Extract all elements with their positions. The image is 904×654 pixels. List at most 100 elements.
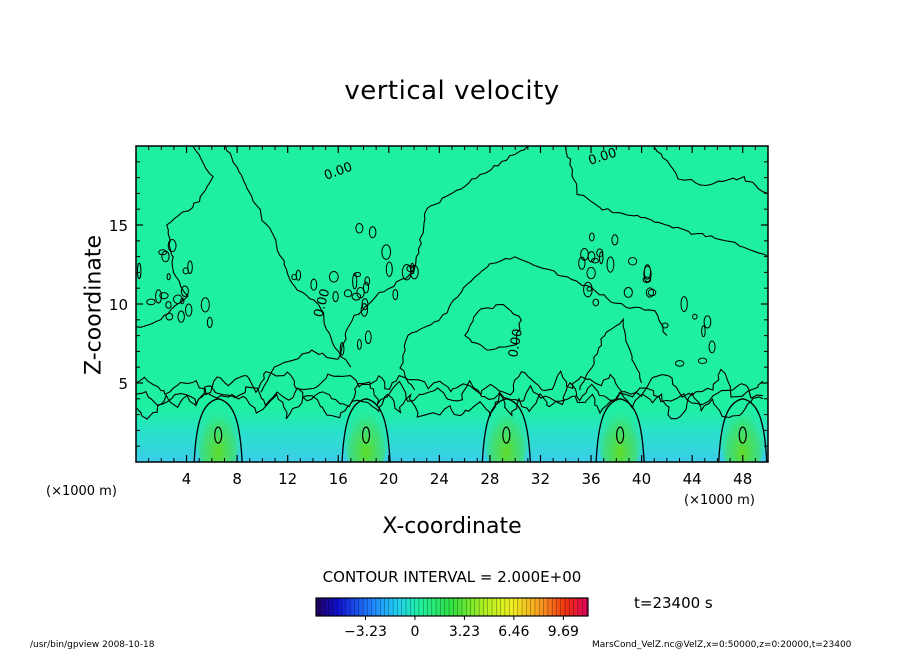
x-tick-label: 48 bbox=[733, 470, 752, 488]
colorbar-frame bbox=[315, 597, 589, 617]
noise-contour bbox=[647, 288, 657, 297]
colorbar bbox=[316, 598, 588, 616]
x-tick-label: 28 bbox=[480, 470, 499, 488]
boundary-contour bbox=[136, 368, 764, 398]
noise-contour bbox=[606, 256, 615, 273]
y-tick-label: 15 bbox=[109, 217, 128, 235]
noise-contour bbox=[697, 357, 708, 365]
x-tick-label: 20 bbox=[379, 470, 398, 488]
noise-contour bbox=[643, 265, 652, 283]
noise-contour bbox=[661, 322, 669, 329]
noise-contour bbox=[599, 251, 604, 265]
noise-contour bbox=[291, 273, 298, 281]
contour-interval-label: CONTOUR INTERVAL = 2.000E+00 bbox=[322, 568, 582, 586]
noise-contour bbox=[401, 263, 412, 281]
updraft-plume bbox=[598, 396, 643, 462]
updraft-contour bbox=[738, 426, 747, 444]
noise-contour bbox=[185, 303, 193, 317]
x-tick-label: 8 bbox=[232, 470, 242, 488]
footer-command: /usr/bin/gpview 2008-10-18 bbox=[30, 640, 155, 650]
noise-contour bbox=[177, 310, 185, 323]
updraft-contour bbox=[616, 426, 625, 444]
noise-contour bbox=[592, 298, 600, 307]
noise-contour bbox=[200, 297, 210, 313]
field-contour bbox=[579, 317, 643, 391]
updraft-contour bbox=[502, 426, 511, 444]
contour-label: 0.00 bbox=[506, 328, 526, 359]
y-tick-label: 5 bbox=[118, 375, 128, 393]
noise-contour bbox=[310, 278, 318, 291]
noise-contour bbox=[578, 256, 586, 270]
noise-contour bbox=[589, 232, 595, 242]
noise-contour bbox=[611, 234, 619, 246]
contour-layer: 0.000.000.000.00 bbox=[126, 146, 768, 462]
noise-contour bbox=[332, 291, 339, 303]
x-tick-label: 32 bbox=[531, 470, 550, 488]
updraft-plume bbox=[484, 396, 529, 462]
noise-contour bbox=[645, 287, 654, 298]
noise-contour bbox=[155, 289, 163, 304]
updraft-plume bbox=[720, 396, 765, 462]
noise-contour bbox=[586, 286, 593, 292]
plume-contour bbox=[481, 398, 532, 462]
noise-contour bbox=[343, 289, 353, 298]
updraft-plume bbox=[196, 396, 241, 462]
field-contour bbox=[464, 303, 522, 351]
field-contour bbox=[399, 256, 668, 391]
noise-contour bbox=[708, 340, 716, 354]
x-tick-label: 44 bbox=[683, 470, 702, 488]
x-tick-label: 12 bbox=[278, 470, 297, 488]
noise-contour bbox=[368, 226, 377, 239]
noise-contour bbox=[187, 260, 193, 275]
noise-contour bbox=[165, 312, 174, 321]
noise-contour bbox=[410, 262, 415, 273]
noise-contour bbox=[180, 285, 189, 297]
noise-contour bbox=[167, 239, 177, 253]
noise-contour bbox=[642, 276, 652, 283]
x-unit-label-left: (×1000 m) bbox=[46, 484, 117, 499]
noise-contour bbox=[692, 313, 698, 320]
noise-contour bbox=[353, 271, 362, 278]
noise-contour bbox=[159, 292, 169, 300]
noise-contour bbox=[339, 342, 345, 356]
noise-contour bbox=[363, 281, 370, 294]
plume-contour bbox=[341, 398, 391, 462]
noise-contour bbox=[146, 298, 156, 306]
noise-contour bbox=[674, 360, 685, 367]
plume-contour bbox=[595, 398, 645, 462]
plume-contour bbox=[718, 398, 768, 462]
noise-contour bbox=[166, 273, 171, 281]
noise-contour bbox=[361, 298, 369, 311]
noise-contour bbox=[364, 276, 371, 286]
x-axis-label: X-coordinate bbox=[382, 514, 522, 539]
colorbar-tick-label: 9.69 bbox=[548, 624, 579, 640]
noise-contour bbox=[355, 222, 364, 234]
noise-contour bbox=[680, 296, 688, 312]
noise-contour bbox=[623, 286, 633, 298]
boundary-contour bbox=[136, 391, 764, 420]
noise-contour bbox=[701, 325, 706, 338]
noise-contour bbox=[628, 256, 638, 266]
noise-contour bbox=[161, 250, 170, 263]
noise-contour bbox=[173, 294, 183, 304]
colorbar-tick-label: 6.46 bbox=[498, 624, 529, 640]
noise-contour bbox=[385, 261, 393, 277]
colorbar-tick-label: −3.23 bbox=[344, 624, 387, 640]
noise-contour bbox=[158, 249, 168, 256]
colorbar-tick-label: 3.23 bbox=[449, 624, 480, 640]
noise-contour bbox=[356, 286, 365, 299]
field-contour bbox=[136, 146, 214, 328]
noise-contour bbox=[381, 244, 392, 260]
updraft-contour bbox=[361, 426, 371, 444]
field-contour bbox=[225, 146, 352, 368]
noise-contour bbox=[126, 274, 131, 284]
boundary-contour bbox=[136, 379, 763, 408]
updraft-plume bbox=[344, 396, 389, 462]
noise-contour bbox=[356, 338, 362, 350]
x-tick-label: 16 bbox=[329, 470, 348, 488]
x-tick-label: 36 bbox=[581, 470, 600, 488]
noise-contour bbox=[364, 330, 372, 345]
noise-contour bbox=[136, 262, 142, 280]
y-tick-label: 10 bbox=[109, 296, 128, 314]
